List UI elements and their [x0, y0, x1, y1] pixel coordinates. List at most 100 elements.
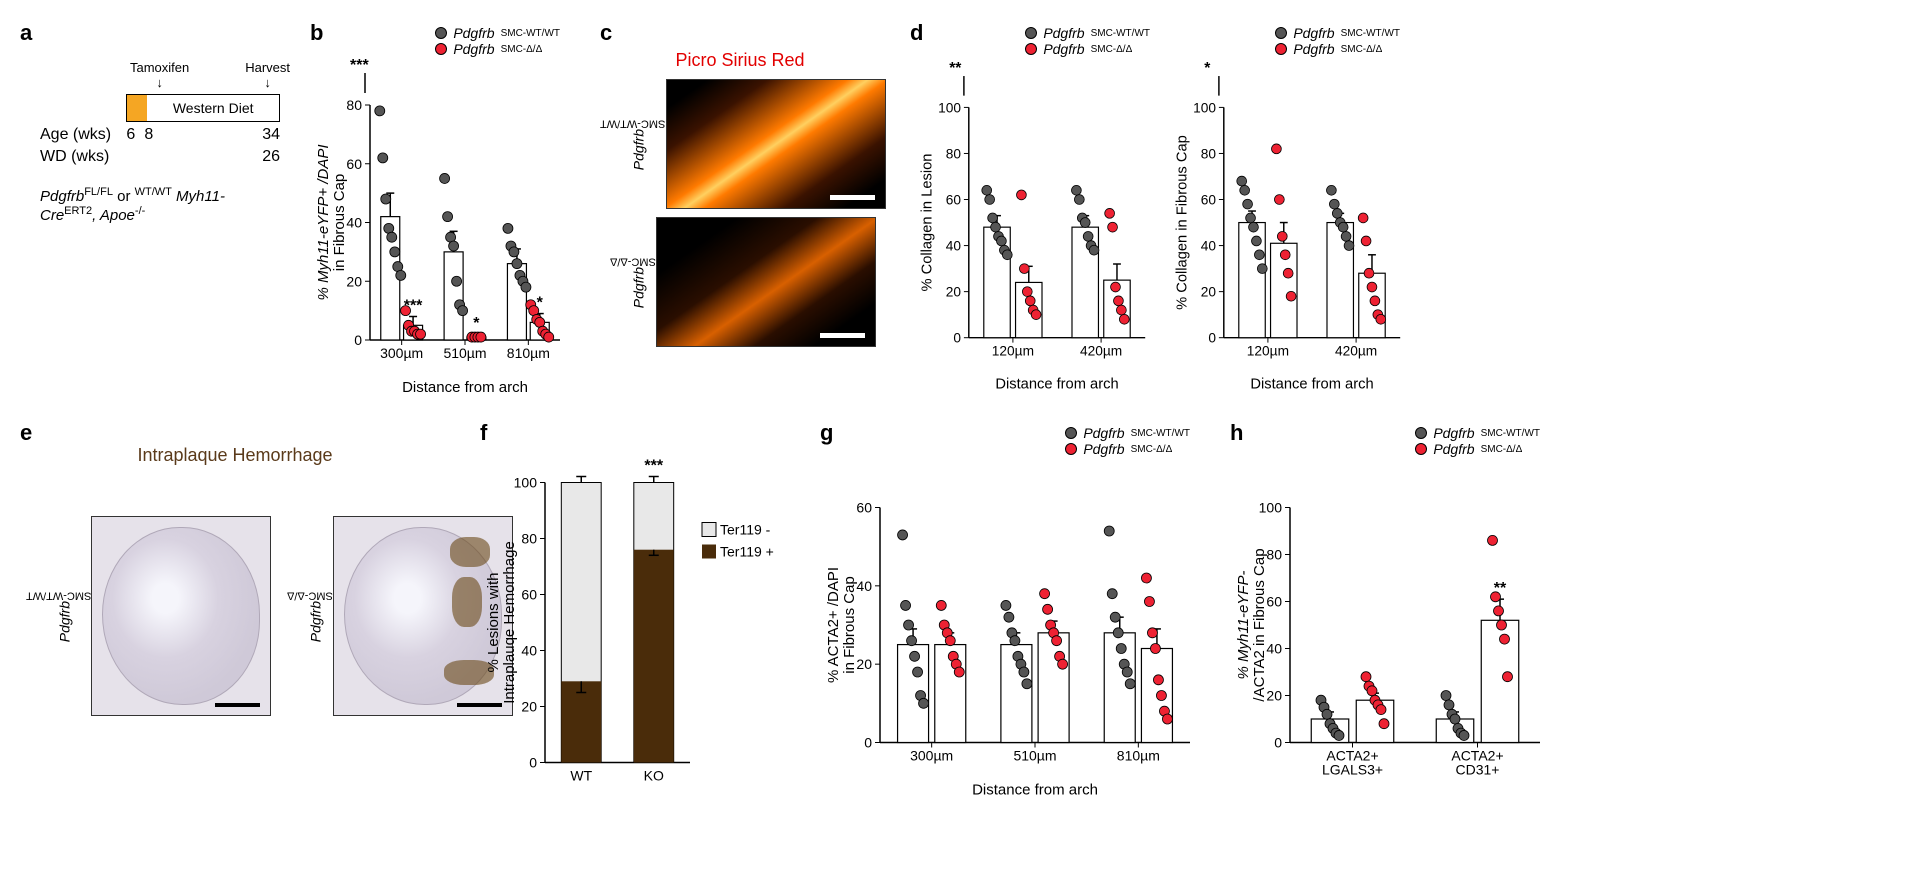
- svg-text:% ACTA2+ /DAPI: % ACTA2+ /DAPI: [825, 567, 842, 683]
- svg-text:in Fibrous Cap: in Fibrous Cap: [331, 174, 348, 272]
- age-label: Age (wks): [40, 126, 126, 144]
- panel-f: f 020406080100% Lesions withIntraplauqe …: [480, 420, 790, 805]
- svg-text:% Collagen in Lesion: % Collagen in Lesion: [920, 154, 936, 292]
- gen-ert: ERT2: [64, 205, 92, 217]
- svg-text:***: ***: [644, 458, 663, 475]
- svg-text:Ter119 +: Ter119 +: [720, 544, 774, 560]
- svg-text:60: 60: [521, 587, 537, 603]
- svg-text:% Myh11-eYFP+ /DAPI: % Myh11-eYFP+ /DAPI: [315, 144, 332, 300]
- tl-harvest-label: Harvest: [245, 60, 290, 75]
- svg-text:0: 0: [864, 735, 872, 751]
- svg-text:40: 40: [521, 643, 537, 659]
- svg-text:% Lesions with: % Lesions with: [485, 572, 502, 672]
- panel-f-chart: 020406080100% Lesions withIntraplauqe He…: [480, 450, 790, 805]
- scalebar: [820, 333, 865, 338]
- svg-text:810µm: 810µm: [1117, 748, 1160, 764]
- svg-text:40: 40: [856, 578, 872, 594]
- hem-side2: PdgfrbSMC-Δ/Δ: [281, 589, 333, 642]
- panel-g-chart: 0204060% ACTA2+ /DAPIin Fibrous Cap300µm…: [820, 450, 1200, 805]
- svg-text:20: 20: [346, 273, 362, 289]
- svg-text:*: *: [537, 295, 544, 312]
- svg-text:100: 100: [1193, 100, 1216, 115]
- svg-text:***: ***: [350, 57, 369, 74]
- svg-text:***: ***: [404, 298, 423, 315]
- panel-c-label: c: [600, 20, 612, 46]
- panel-e-label: e: [20, 420, 32, 446]
- panel-e-title: Intraplaque Hemorrhage: [20, 420, 450, 466]
- wd-label: WD (wks): [40, 148, 126, 166]
- svg-text:80: 80: [1201, 146, 1217, 161]
- gen-s2: WT/WT: [135, 186, 172, 198]
- svg-text:Distance from arch: Distance from arch: [995, 377, 1118, 393]
- tl-wd-block: Western Diet: [147, 95, 279, 121]
- svg-text:60: 60: [1201, 192, 1217, 207]
- svg-text:80: 80: [346, 97, 362, 113]
- svg-text:WT: WT: [570, 768, 592, 784]
- svg-text:20: 20: [521, 699, 537, 715]
- svg-text:510µm: 510µm: [443, 345, 486, 361]
- svg-text:20: 20: [1266, 688, 1282, 704]
- svg-text:300µm: 300µm: [910, 748, 953, 764]
- svg-text:0: 0: [953, 331, 961, 346]
- svg-text:60: 60: [346, 156, 362, 172]
- hem-side1: PdgfrbSMC-WT/WT: [20, 589, 91, 642]
- panel-d-right-chart: 020406080100% Collagen in Fibrous Cap*12…: [1165, 50, 1410, 400]
- age-v0: 6: [126, 126, 136, 144]
- panel-a: a Tamoxifen↓ Harvest↓ Western Diet Age (…: [20, 20, 280, 400]
- scalebar: [215, 703, 260, 707]
- svg-text:CD31+: CD31+: [1456, 762, 1500, 778]
- tl-tam-label: Tamoxifen: [130, 60, 189, 75]
- svg-text:100: 100: [1259, 500, 1283, 516]
- gen-apoe: , Apoe: [92, 207, 135, 224]
- svg-text:LGALS3+: LGALS3+: [1322, 762, 1383, 778]
- svg-text:% Collagen in Fibrous Cap: % Collagen in Fibrous Cap: [1175, 135, 1191, 310]
- age-v1: 8: [144, 126, 164, 144]
- svg-text:0: 0: [529, 755, 537, 771]
- svg-text:*: *: [1204, 60, 1211, 77]
- svg-text:**: **: [949, 60, 962, 77]
- svg-text:40: 40: [1201, 238, 1217, 253]
- panel-b-chart: 020406080% Myh11-eYFP+ /DAPIin Fibrous C…: [310, 50, 570, 400]
- svg-text:0: 0: [354, 332, 362, 348]
- legend-dot-wt: [1025, 27, 1037, 39]
- svg-text:40: 40: [1266, 641, 1282, 657]
- panel-h: h PdgfrbSMC-WT/WT PdgfrbSMC-Δ/Δ 02040608…: [1230, 420, 1550, 805]
- svg-text:60: 60: [856, 500, 872, 516]
- svg-text:510µm: 510µm: [1013, 748, 1056, 764]
- svg-text:40: 40: [946, 238, 962, 253]
- wd-val: 26: [126, 148, 280, 166]
- panel-d-label: d: [910, 20, 923, 46]
- timeline-bar: Western Diet: [126, 94, 280, 122]
- svg-text:60: 60: [1266, 594, 1282, 610]
- figure-grid: a Tamoxifen↓ Harvest↓ Western Diet Age (…: [20, 20, 1900, 800]
- panel-a-label: a: [20, 20, 32, 46]
- scalebar: [830, 195, 875, 200]
- svg-text:/ACTA2 in Fibrous Cap: /ACTA2 in Fibrous Cap: [1251, 548, 1268, 701]
- svg-text:0: 0: [1208, 331, 1216, 346]
- psr-side1: PdgfrbSMC-WT/WT: [594, 117, 665, 170]
- svg-text:80: 80: [521, 531, 537, 547]
- gen-pre: Pdgfrb: [40, 188, 84, 205]
- panel-h-chart: 020406080100% Myh11-eYFP-/ACTA2 in Fibro…: [1230, 450, 1550, 805]
- panel-d-left-chart: 020406080100% Collagen in Lesion**120µm4…: [910, 50, 1155, 400]
- svg-text:120µm: 120µm: [1247, 343, 1289, 358]
- genotype-line: PdgfrbFL/FL or WT/WT Myh11-CreERT2, Apoe…: [40, 186, 280, 224]
- svg-text:60: 60: [946, 192, 962, 207]
- svg-text:% Myh11-eYFP-: % Myh11-eYFP-: [1235, 571, 1252, 680]
- panel-g: g PdgfrbSMC-WT/WT PdgfrbSMC-Δ/Δ 0204060%…: [820, 420, 1200, 805]
- panel-b: b PdgfrbSMC-WT/WT PdgfrbSMC-Δ/Δ 02040608…: [310, 20, 570, 400]
- psr-img-wt: [666, 79, 886, 209]
- panel-d: d PdgfrbSMC-WT/WT PdgfrbSMC-Δ/Δ PdgfrbSM…: [910, 20, 1410, 400]
- svg-text:**: **: [1494, 580, 1507, 597]
- legend-dot-wt: [1275, 27, 1287, 39]
- svg-text:120µm: 120µm: [992, 343, 1034, 358]
- svg-text:Ter119 -: Ter119 -: [720, 522, 771, 538]
- age-v2: 34: [164, 126, 280, 144]
- svg-text:420µm: 420µm: [1335, 343, 1377, 358]
- svg-text:in Fibrous Cap: in Fibrous Cap: [841, 576, 858, 674]
- svg-text:100: 100: [514, 475, 538, 491]
- hem-img-wt: [91, 516, 271, 716]
- svg-text:810µm: 810µm: [507, 345, 550, 361]
- psr-img-ko: [656, 217, 876, 347]
- psr-side2: PdgfrbSMC-Δ/Δ: [604, 255, 656, 308]
